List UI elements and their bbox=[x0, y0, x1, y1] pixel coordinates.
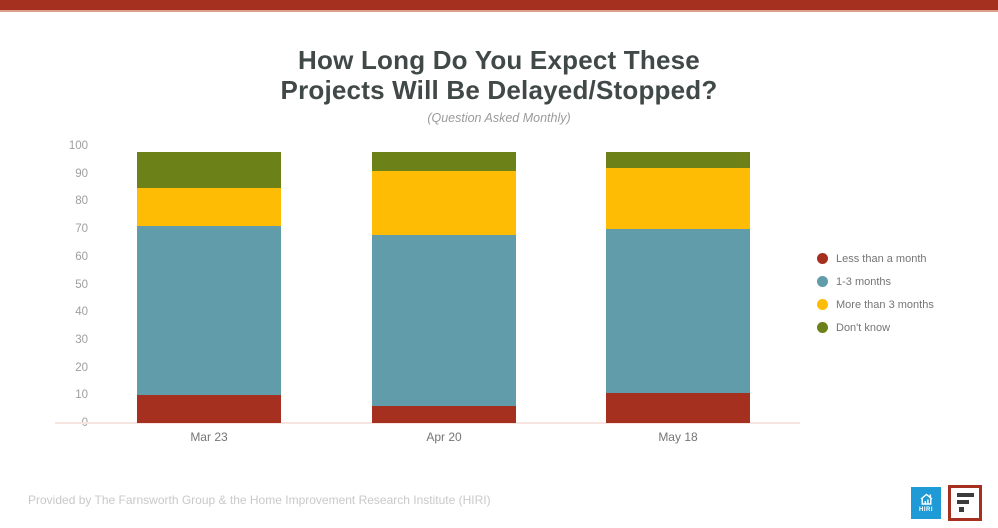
legend-color-dot-icon bbox=[817, 276, 828, 287]
hiri-logo-label: HIRI bbox=[919, 507, 933, 513]
y-axis-tick-label: 10 bbox=[75, 389, 88, 402]
farnsworth-bar-icon bbox=[957, 493, 974, 497]
y-axis-tick-label: 20 bbox=[75, 361, 88, 374]
chart-title-line1: How Long Do You Expect These bbox=[298, 45, 700, 75]
farnsworth-logo bbox=[948, 485, 982, 521]
chart-title: How Long Do You Expect These Projects Wi… bbox=[0, 45, 998, 106]
hiri-logo: HIRI bbox=[911, 487, 941, 519]
x-axis-category-label: Mar 23 bbox=[190, 430, 228, 444]
chart-subtitle: (Question Asked Monthly) bbox=[427, 110, 571, 125]
bar-segment bbox=[606, 151, 750, 169]
house-icon bbox=[920, 493, 932, 505]
bar-segment bbox=[137, 151, 281, 188]
x-axis-category-label: Apr 20 bbox=[426, 430, 462, 444]
legend-color-dot-icon bbox=[817, 322, 828, 333]
stacked-bar bbox=[137, 151, 281, 423]
bar-segment bbox=[606, 392, 750, 423]
legend-item-label: 1-3 months bbox=[836, 275, 892, 288]
bar-segment bbox=[137, 187, 281, 227]
chart-title-line2: Projects Will Be Delayed/Stopped? bbox=[280, 74, 718, 105]
legend-item: 1-3 months bbox=[817, 270, 934, 293]
legend-item-label: Don't know bbox=[836, 321, 891, 334]
y-axis-tick-label: 40 bbox=[75, 306, 88, 319]
title-block: How Long Do You Expect These Projects Wi… bbox=[0, 45, 998, 125]
legend-item: More than 3 months bbox=[817, 293, 934, 316]
bar-segment bbox=[137, 395, 281, 423]
farnsworth-bar-icon bbox=[957, 500, 969, 504]
legend-item-label: More than 3 months bbox=[836, 298, 934, 311]
x-axis-category-label: May 18 bbox=[658, 430, 698, 444]
footer-credit: Provided by The Farnsworth Group & the H… bbox=[28, 493, 491, 507]
y-axis-tick-label: 30 bbox=[75, 333, 88, 346]
bar-segment bbox=[372, 406, 516, 423]
legend-color-dot-icon bbox=[817, 253, 828, 264]
y-axis-tick-label: 80 bbox=[75, 195, 88, 208]
chart-legend: Less than a month 1-3 months More than 3 m… bbox=[817, 247, 934, 339]
top-banner bbox=[0, 0, 998, 12]
bar-segment bbox=[372, 151, 516, 171]
y-axis-tick-label: 90 bbox=[75, 167, 88, 180]
stacked-bar bbox=[606, 151, 750, 423]
bar-segment bbox=[372, 234, 516, 407]
bar-segment bbox=[372, 170, 516, 235]
bar-segment bbox=[606, 229, 750, 393]
bar-segment bbox=[137, 226, 281, 396]
bar-segment bbox=[606, 168, 750, 230]
legend-color-dot-icon bbox=[817, 299, 828, 310]
y-axis-tick-label: 60 bbox=[75, 250, 88, 263]
y-axis-tick-label: 50 bbox=[75, 278, 88, 291]
legend-item: Less than a month bbox=[817, 247, 934, 270]
x-axis-baseline bbox=[55, 422, 800, 424]
farnsworth-dot-icon bbox=[959, 507, 964, 512]
stacked-bar bbox=[372, 151, 516, 423]
y-axis-tick-label: 100 bbox=[68, 140, 88, 152]
y-axis-tick-label: 70 bbox=[75, 223, 88, 236]
legend-item-label: Less than a month bbox=[836, 252, 927, 265]
legend-item: Don't know bbox=[817, 316, 934, 339]
